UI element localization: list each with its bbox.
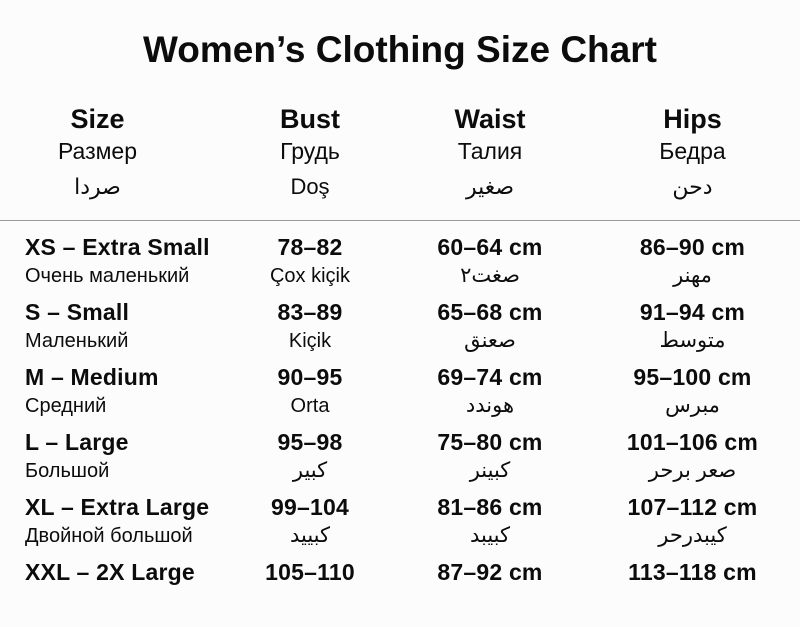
hips-cell: 113–118 cm: [585, 558, 800, 611]
size-value: M – Medium: [25, 364, 159, 390]
waist-cell: 60–64 cm صغت٢: [395, 233, 585, 289]
size-cell: L – Large Большой: [0, 428, 225, 484]
bust-value: 95–98: [277, 429, 343, 455]
column-header-hips-ar: دحن: [672, 174, 713, 199]
waist-value: 75–80 cm: [437, 429, 543, 455]
bust-translation: Çox kiçik: [269, 265, 350, 287]
table-row: XL – Extra Large Двойной большой 99–104 …: [0, 481, 800, 549]
column-header-bust-ru: Грудь: [280, 138, 340, 164]
waist-translation: كبيبد: [469, 524, 511, 547]
bust-cell: 95–98 كبير: [225, 428, 395, 484]
size-translation: Очень маленький: [25, 265, 190, 287]
hips-translation: متوسط: [659, 329, 726, 352]
hips-translation: صعر برحر: [648, 459, 737, 482]
column-header-waist-en: Waist: [454, 104, 526, 134]
column-header-waist-ru: Талия: [457, 138, 523, 164]
bust-cell: 105–110: [225, 558, 395, 611]
hips-value: 86–90 cm: [639, 234, 746, 260]
size-value: XXL – 2X Large: [25, 559, 195, 585]
hips-value: 107–112 cm: [627, 494, 758, 520]
column-header-hips: Hips Бедра دحن: [585, 104, 800, 206]
waist-cell: 75–80 cm كبينر: [395, 428, 585, 484]
size-value: XL – Extra Large: [25, 494, 210, 520]
size-translation: Двойной большой: [25, 525, 193, 547]
column-header-waist-ar: صغير: [465, 174, 515, 199]
hips-cell: 107–112 cm كيبدرحر: [585, 493, 800, 549]
table-row: XXL – 2X Large 105–110 87–92 cm 113–118 …: [0, 546, 800, 611]
waist-cell: 81–86 cm كبيبد: [395, 493, 585, 549]
column-header-size-en: Size: [70, 104, 125, 134]
waist-value: 81–86 cm: [437, 494, 543, 520]
waist-cell: 65–68 cm صعنق: [395, 298, 585, 354]
hips-value: 95–100 cm: [633, 364, 752, 390]
waist-value: 60–64 cm: [437, 234, 543, 260]
waist-value: 69–74 cm: [437, 364, 543, 390]
table-row: XS – Extra Small Очень маленький 78–82 Ç…: [0, 221, 800, 289]
hips-translation: مهنر: [673, 264, 712, 287]
bust-cell: 90–95 Orta: [225, 363, 395, 419]
hips-value: 101–106 cm: [626, 429, 759, 455]
size-value: XS – Extra Small: [25, 234, 210, 260]
waist-cell: 69–74 cm هوندد: [395, 363, 585, 419]
column-header-size: Size Размер صردا: [0, 104, 225, 206]
hips-cell: 91–94 cm متوسط: [585, 298, 800, 354]
column-header-waist: Waist Талия صغير: [395, 104, 585, 206]
bust-translation: كبييد: [289, 524, 331, 547]
page-title: Women’s Clothing Size Chart: [143, 29, 657, 70]
waist-cell: 87–92 cm: [395, 558, 585, 611]
waist-value: 65–68 cm: [437, 299, 543, 325]
column-header-bust-en: Bust: [280, 104, 340, 134]
hips-translation: كيبدرحر: [658, 524, 727, 547]
size-cell: XS – Extra Small Очень маленький: [0, 233, 225, 289]
table-header: Size Размер صردا Bust Грудь Doş Waist Та…: [0, 104, 800, 206]
column-header-hips-en: Hips: [663, 104, 722, 134]
waist-translation: كبينر: [469, 459, 511, 482]
bust-value: 78–82: [277, 234, 343, 260]
column-header-bust: Bust Грудь Doş: [225, 104, 395, 206]
bust-cell: 99–104 كبييد: [225, 493, 395, 549]
size-translation: Маленький: [25, 330, 129, 352]
size-translation: Большой: [25, 460, 110, 482]
waist-translation: صعنق: [464, 329, 516, 352]
bust-cell: 78–82 Çox kiçik: [225, 233, 395, 289]
hips-cell: 95–100 cm مبرس: [585, 363, 800, 419]
header-divider: [0, 220, 800, 221]
bust-value: 83–89: [277, 299, 343, 325]
column-header-bust-az: Doş: [290, 174, 330, 199]
column-header-hips-ru: Бедра: [659, 138, 726, 164]
table-row: L – Large Большой 95–98 كبير 75–80 cm كب…: [0, 416, 800, 484]
size-cell: XXL – 2X Large: [0, 558, 225, 611]
bust-cell: 83–89 Kiçik: [225, 298, 395, 354]
column-header-size-ru: Размер: [57, 138, 138, 164]
size-cell: XL – Extra Large Двойной большой: [0, 493, 225, 549]
size-cell: M – Medium Средний: [0, 363, 225, 419]
hips-value: 113–118 cm: [628, 559, 757, 585]
size-value: S – Small: [25, 299, 130, 325]
hips-value: 91–94 cm: [639, 299, 746, 325]
hips-translation: مبرس: [665, 394, 720, 417]
table-row: S – Small Маленький 83–89 Kiçik 65–68 cm…: [0, 286, 800, 354]
bust-value: 90–95: [277, 364, 343, 390]
bust-value: 105–110: [265, 559, 355, 585]
waist-translation: هوندد: [465, 394, 515, 417]
table-row: M – Medium Средний 90–95 Orta 69–74 cm ه…: [0, 351, 800, 419]
hips-cell: 86–90 cm مهنر: [585, 233, 800, 289]
hips-cell: 101–106 cm صعر برحر: [585, 428, 800, 484]
size-translation: Средний: [25, 395, 107, 417]
bust-value: 99–104: [271, 494, 349, 520]
bust-translation: Kiçik: [288, 330, 332, 352]
size-value: L – Large: [25, 429, 129, 455]
bust-translation: كبير: [292, 459, 328, 482]
waist-translation: صغت٢: [460, 264, 520, 287]
column-header-size-ar: صردا: [74, 174, 121, 199]
size-cell: S – Small Маленький: [0, 298, 225, 354]
waist-value: 87–92 cm: [437, 559, 543, 585]
bust-translation: Orta: [290, 395, 330, 417]
